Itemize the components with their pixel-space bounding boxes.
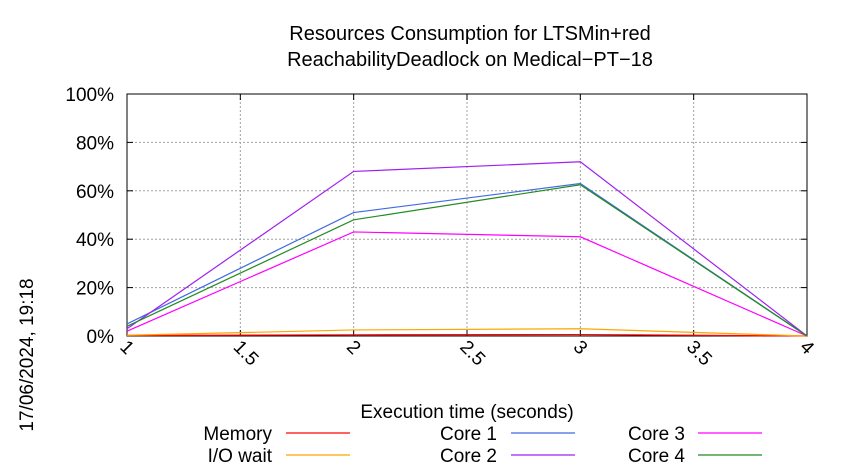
timestamp-label: 17/06/2024, 19:18: [17, 278, 38, 431]
x-tick-label: 3: [569, 337, 591, 359]
x-tick-label: 1: [115, 337, 137, 359]
legend-label: Core 3: [628, 424, 685, 445]
legend-label: Core 2: [440, 446, 497, 467]
grid: [127, 94, 807, 336]
series-line-memory: [126, 333, 808, 337]
legend-label: Core 4: [628, 446, 685, 467]
x-tick-label: 2.5: [455, 337, 489, 371]
y-tick-label: 60%: [76, 182, 114, 203]
x-tick-label: 1.5: [229, 337, 263, 371]
x-tick-label: 3.5: [682, 337, 716, 371]
y-tick-label: 0%: [87, 327, 115, 348]
series-line-i-o-wait: [126, 328, 808, 337]
chart-title-line-1: Resources Consumption for LTSMin+red: [289, 23, 650, 45]
series-line-core-3: [126, 231, 808, 337]
y-tick-label: 40%: [76, 230, 114, 251]
series-layer: [126, 161, 808, 337]
legend-label: Memory: [203, 424, 272, 445]
series-line-core-4: [126, 184, 808, 337]
x-axis-label: Execution time (seconds): [360, 402, 573, 423]
series-line-core-2: [126, 161, 808, 337]
chart-title-line-2: ReachabilityDeadlock on Medical−PT−18: [287, 49, 653, 71]
y-tick-label: 100%: [65, 85, 114, 106]
ticks: 0% 20% 40% 60% 80% 100% 1 1.5 2 2.5 3 3.5 4: [65, 85, 818, 370]
x-tick-label: 4: [795, 337, 818, 360]
legend-label: Core 1: [440, 424, 497, 445]
x-tick-label: 2: [342, 337, 364, 359]
legend-label: I/O wait: [208, 446, 273, 467]
y-tick-label: 80%: [76, 133, 114, 154]
y-tick-label: 20%: [76, 279, 114, 300]
